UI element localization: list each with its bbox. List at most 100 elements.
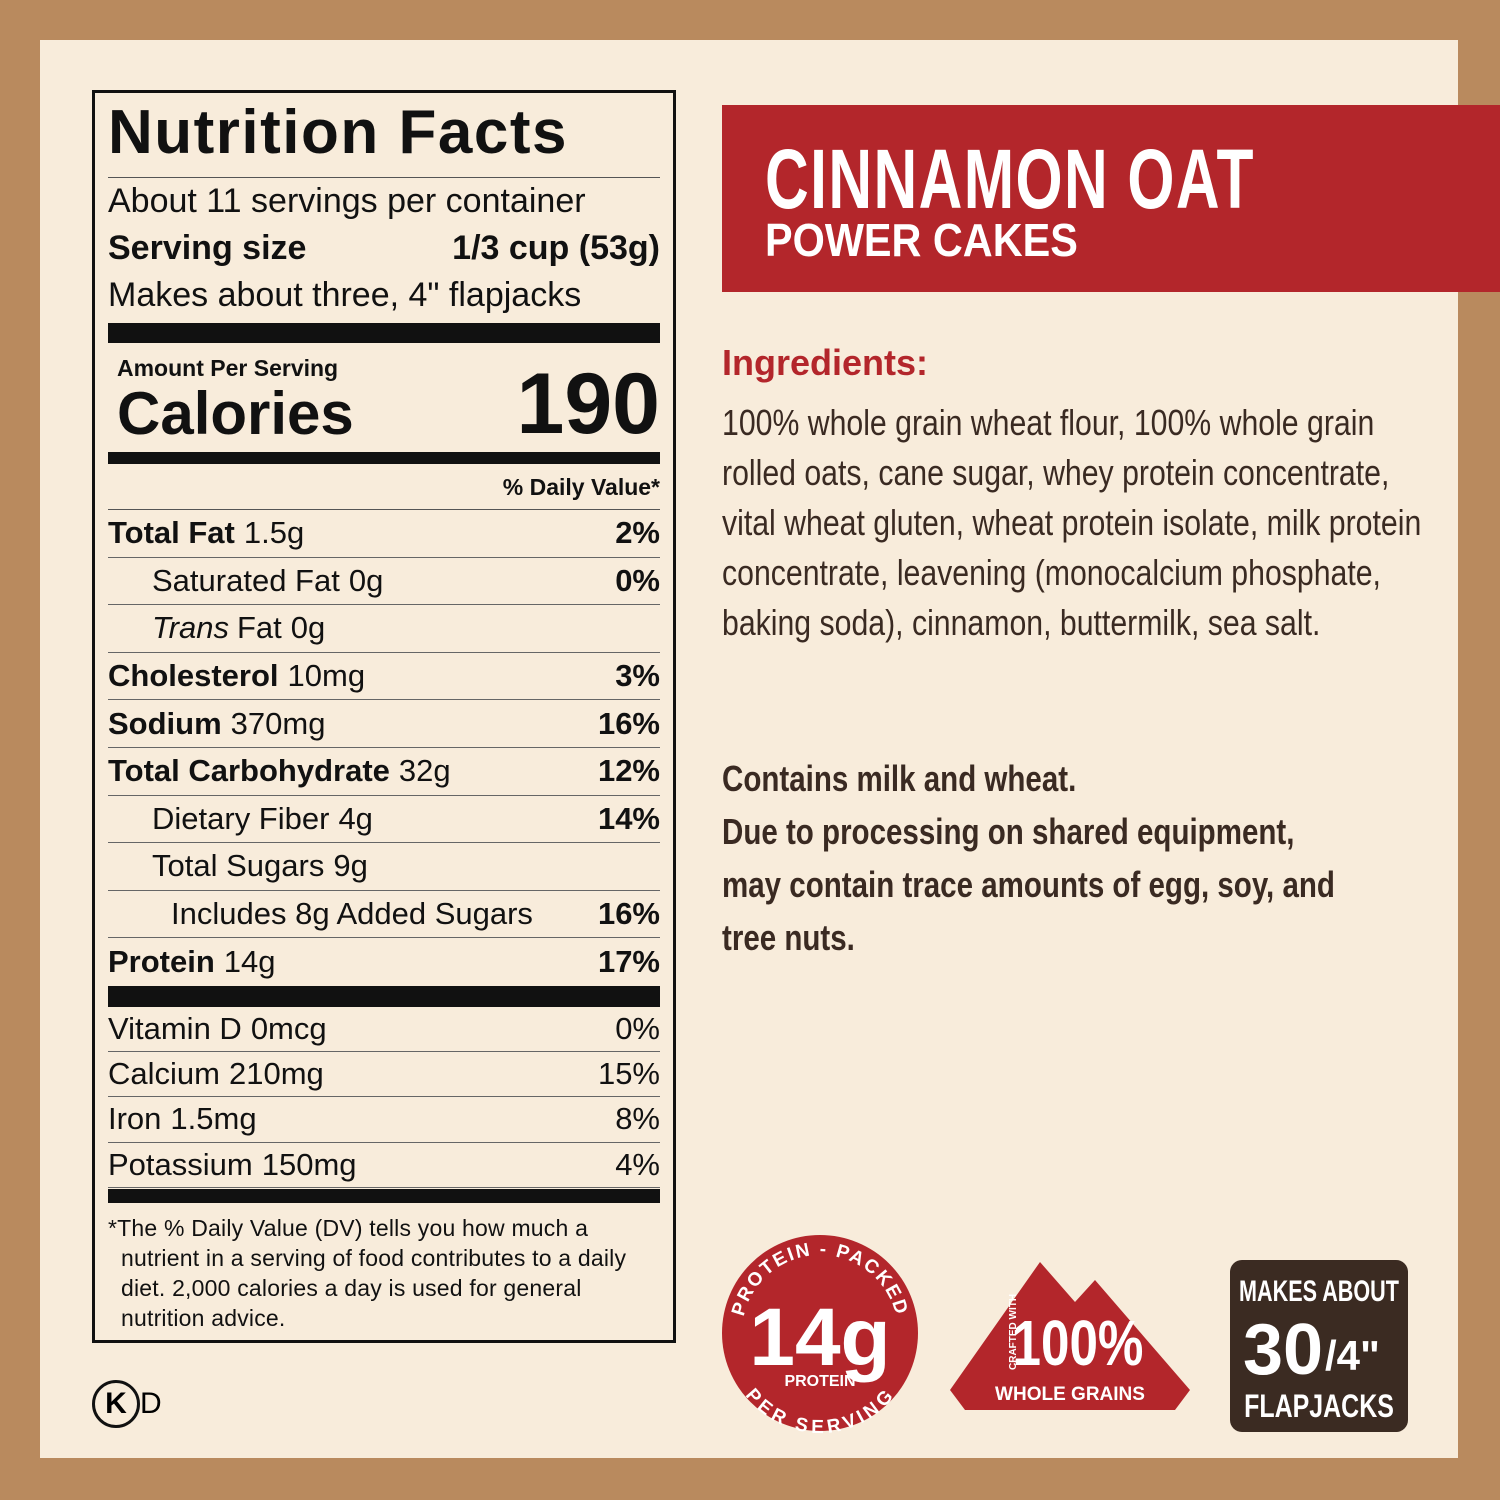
kosher-symbol: K <box>92 1380 140 1428</box>
badge-protein-amount: 14g <box>749 1292 890 1383</box>
nutrient-row: Sodium 370mg 16% <box>108 700 660 748</box>
nutrient-name: Protein <box>108 944 215 980</box>
nutrient-row: Total Fat 1.5g 2% <box>108 510 660 558</box>
nutrient-row: Total Sugars 9g <box>108 843 660 891</box>
nutrient-row: Includes 8g Added Sugars 16% <box>108 891 660 939</box>
badges: PROTEIN - PACKED 14g PROTEIN PER SERVING… <box>722 1235 1408 1438</box>
nutrient-label: Saturated Fat 0g <box>108 563 383 599</box>
thick-rule <box>108 986 660 1007</box>
whole-grains-label: WHOLE GRAINS <box>995 1384 1145 1405</box>
rule <box>108 177 660 178</box>
nutrient-amount: 4g <box>338 800 373 836</box>
kosher-suffix: D <box>140 1387 162 1420</box>
nutrient-name: Fat <box>236 610 282 646</box>
nutrition-facts: Nutrition Facts About 11 servings per co… <box>92 90 676 1343</box>
nutrient-amount: 0g <box>290 610 326 646</box>
daily-value: 2% <box>615 515 660 551</box>
ingredients-text: 100% whole grain wheat flour, 100% whole… <box>722 402 1422 643</box>
servings: About 11 servings per container <box>108 182 586 220</box>
daily-value: 15% <box>597 1056 660 1092</box>
nutrient-amount: 1.5g <box>243 515 305 551</box>
nutrient-amount: 210mg <box>228 1056 324 1092</box>
ingredients-heading: Ingredients: <box>722 342 929 383</box>
nutrient-label: Total Fat 1.5g <box>108 515 304 551</box>
nutrient-label: Total Sugars 9g <box>108 848 368 884</box>
serving-size-value: 1/3 cup (53g) <box>452 229 660 267</box>
nutrient-name-italic: Trans <box>152 610 229 646</box>
kosher-mark: K D <box>92 1380 162 1428</box>
title-banner: CINNAMON OAT POWER CAKES <box>722 105 1500 292</box>
daily-value: 0% <box>615 562 660 598</box>
dv-header: % Daily Value* <box>502 474 660 500</box>
nutrient-label: Iron 1.5mg <box>108 1101 257 1137</box>
allergens: Contains milk and wheat. Due to processi… <box>722 752 1345 964</box>
nutrient-row: Dietary Fiber 4g 14% <box>108 796 660 844</box>
nutrient-row: Calcium 210mg 15% <box>108 1052 660 1098</box>
nutrient-row: Cholesterol 10mg 3% <box>108 653 660 701</box>
flapjacks-label: FLAPJACKS <box>1244 1389 1394 1425</box>
nutrient-name: Saturated Fat <box>152 562 340 598</box>
nutrient-label: Vitamin D 0mcg <box>108 1011 327 1047</box>
daily-value: 0% <box>615 1011 660 1047</box>
flapjacks-count: 30 <box>1243 1310 1323 1390</box>
nutrient-row: Saturated Fat 0g 0% <box>108 558 660 606</box>
daily-value: 16% <box>597 705 660 741</box>
daily-value: 16% <box>597 896 660 932</box>
nutrient-label: Dietary Fiber 4g <box>108 801 373 837</box>
nutrient-name: Calcium <box>108 1056 220 1092</box>
nutrient-row: Potassium 150mg 4% <box>108 1143 660 1188</box>
nutrient-name: Sodium <box>108 705 222 741</box>
protein-badge: PROTEIN - PACKED 14g PROTEIN PER SERVING <box>722 1235 918 1438</box>
footnote: *The % Daily Value (DV) tells you how mu… <box>108 1215 627 1331</box>
amount-per-serving: Amount Per Serving <box>117 355 339 381</box>
nf-title: Nutrition Facts <box>108 98 568 167</box>
daily-value: 12% <box>597 753 660 789</box>
nutrient-amount: 1.5mg <box>170 1101 257 1137</box>
flapjacks-top: MAKES ABOUT <box>1239 1273 1399 1307</box>
flapjacks-size: /4" <box>1325 1332 1380 1379</box>
nutrient-label: Total Carbohydrate 32g <box>108 753 451 789</box>
nutrient-row: Total Carbohydrate 32g 12% <box>108 748 660 796</box>
nutrient-amount: 0mcg <box>250 1011 327 1047</box>
nutrient-amount: 0g <box>348 562 384 598</box>
nutrient-row: Protein 14g 17% <box>108 938 660 986</box>
serving-size: Serving size 1/3 cup (53g) <box>108 229 660 268</box>
nutrient-name: Includes 8g Added Sugars <box>171 896 533 932</box>
serving-note: Makes about three, 4" flapjacks <box>108 276 582 314</box>
flapjacks-badge: MAKES ABOUT 30 /4" FLAPJACKS <box>1230 1260 1408 1432</box>
daily-value: 4% <box>615 1146 660 1182</box>
nutrient-label: Sodium 370mg <box>108 706 325 742</box>
allergen-line: Due to processing on shared equipment, m… <box>722 811 1335 958</box>
allergen-line: Contains milk and wheat. <box>722 758 1077 799</box>
product-subtitle: POWER CAKES <box>765 214 1078 266</box>
nutrient-amount: 9g <box>333 848 368 884</box>
nutrient-name: Cholesterol <box>108 658 279 694</box>
thick-rule <box>108 1189 660 1203</box>
nutrient-name: Vitamin D <box>108 1011 242 1047</box>
nutrient-amount: 150mg <box>261 1146 357 1182</box>
nutrient-amount: 32g <box>398 753 451 789</box>
nutrient-amount: 370mg <box>230 705 326 741</box>
nutrient-amount: 14g <box>223 944 276 980</box>
nutrient-label: Protein 14g <box>108 944 276 980</box>
daily-value: 8% <box>615 1101 660 1137</box>
nutrient-row: Trans Fat 0g <box>108 605 660 653</box>
badge-protein-label: PROTEIN <box>784 1373 855 1390</box>
mountain <box>950 1262 1190 1410</box>
nutrient-row: Vitamin D 0mcg 0% <box>108 1007 660 1053</box>
nutrient-label: Trans Fat 0g <box>108 610 325 646</box>
nutrient-name: Potassium <box>108 1146 253 1182</box>
nutrient-amount: 10mg <box>287 658 366 694</box>
calories-label: Calories <box>117 380 354 447</box>
nutrient-row: Iron 1.5mg 8% <box>108 1097 660 1143</box>
whole-grains-amount: 100% <box>1013 1309 1144 1380</box>
nutrient-name: Iron <box>108 1101 162 1137</box>
serving-size-label: Serving size <box>108 229 307 267</box>
daily-value: 17% <box>597 944 660 980</box>
nutrient-label: Calcium 210mg <box>108 1056 324 1092</box>
whole-grains-badge: CRAFTED WITH 100% WHOLE GRAINS <box>950 1262 1190 1410</box>
nutrient-label: Includes 8g Added Sugars <box>108 896 533 932</box>
daily-value: 14% <box>597 800 660 836</box>
nutrient-label: Cholesterol 10mg <box>108 658 365 694</box>
calories-value: 190 <box>516 356 661 452</box>
